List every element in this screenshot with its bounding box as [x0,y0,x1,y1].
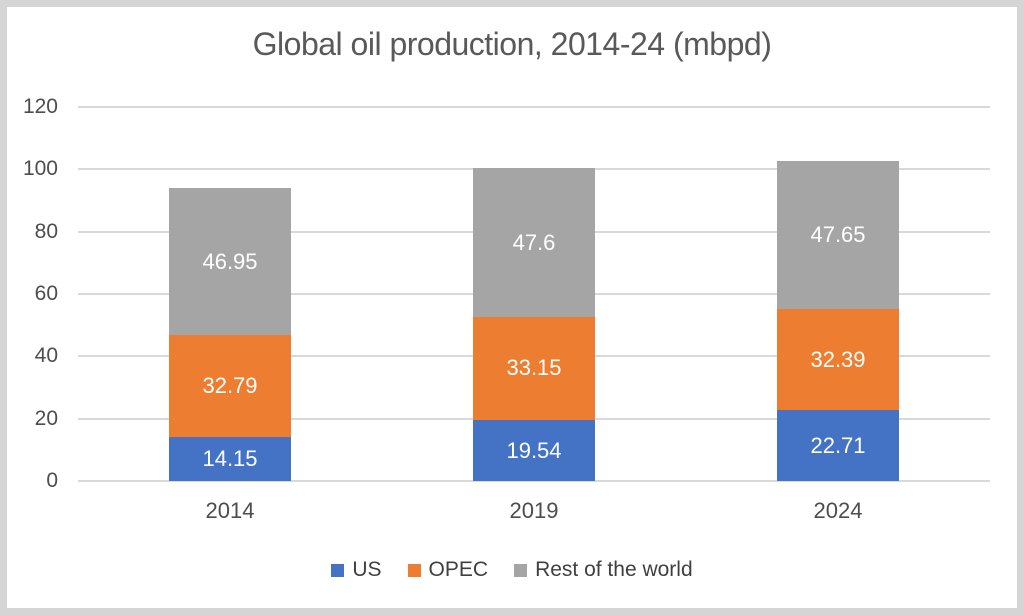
bar-segment-rest-of-the-world-2024 [777,160,899,310]
legend-item-opec: OPEC [407,558,489,582]
legend-swatch-icon-us [331,563,345,577]
gridline-120 [78,106,990,108]
value-label: 33.15 [506,355,562,381]
y-axis-tick-label-100: 100 [22,157,58,181]
legend-swatch-icon-opec [407,563,421,577]
bar-segment-opec-2019 [473,316,595,421]
chart-title: Global oil production, 2014-24 (mbpd) [252,26,772,62]
value-label: 32.39 [810,346,866,372]
value-label: 14.15 [202,445,258,471]
value-label: 47.6 [512,229,556,255]
bar-segment-us-2024 [777,410,899,481]
y-axis-tick-label-0: 0 [46,469,58,492]
value-label: 22.71 [810,432,866,458]
bar-segment-us-2019 [473,420,595,481]
value-label: 19.54 [506,437,562,463]
y-axis-tick-label-120: 120 [22,95,58,118]
bar-segment-us-2014 [169,436,291,481]
legend-swatch-icon-rest-of-the-world [514,563,528,577]
bar-segment-rest-of-the-world-2019 [473,168,595,317]
legend-label-us: US [352,558,382,581]
legend-item-us: US [331,558,382,582]
value-label: 46.95 [202,248,258,274]
y-axis-tick-label-20: 20 [34,406,58,430]
legend: US OPEC Rest of the world [0,558,1024,582]
gridline-0 [78,480,990,482]
x-axis-label-2019: 2019 [509,498,559,523]
bar-segment-rest-of-the-world-2014 [169,188,291,335]
y-axis-tick-label-80: 80 [34,219,58,243]
value-label: 47.65 [810,222,866,248]
x-axis-label-2024: 2024 [813,498,863,523]
legend-label-rest-of-the-world: Rest of the world [535,558,693,581]
legend-label-opec: OPEC [428,558,489,581]
x-axis-label-2014: 2014 [205,498,255,523]
y-axis-tick-label-60: 60 [34,282,58,305]
bar-segment-opec-2024 [777,309,899,411]
y-axis-tick-label-40: 40 [34,344,58,368]
legend-item-rest-of-the-world: Rest of the world [514,558,693,582]
value-label: 32.79 [202,372,258,398]
bar-segment-opec-2014 [169,334,291,437]
